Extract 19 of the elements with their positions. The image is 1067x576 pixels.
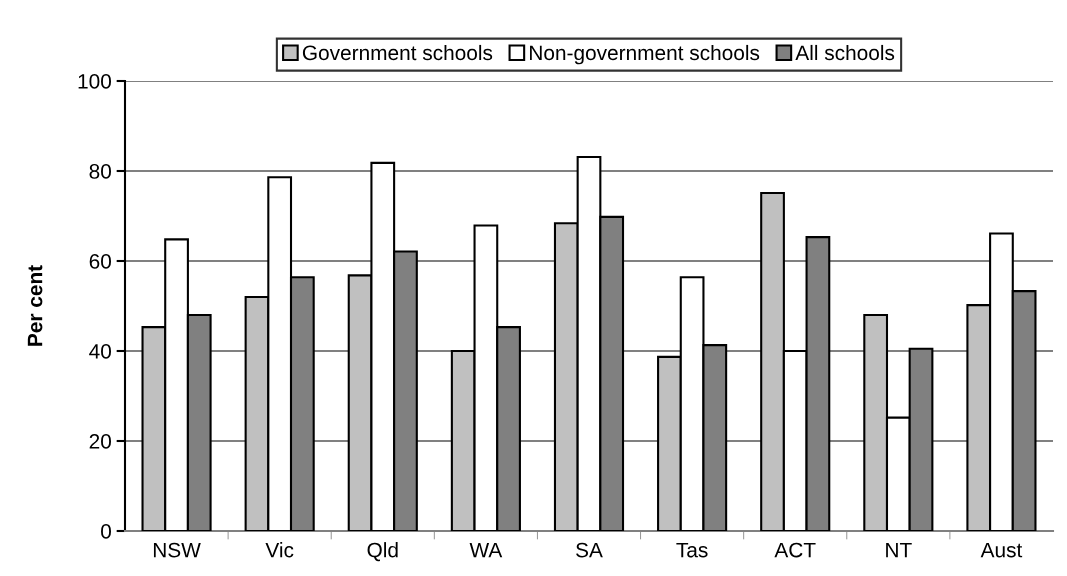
x-tick-label: SA	[576, 542, 603, 558]
x-tick-label: NSW	[153, 542, 201, 558]
legend-label: Non-government schools	[530, 44, 760, 65]
legend-label: Government schools	[302, 44, 493, 61]
y-tick-label: 60	[89, 254, 111, 269]
y-axis-title: Per cent	[27, 265, 43, 346]
x-tick-label: NT	[886, 542, 912, 558]
y-tick-label: 0	[101, 524, 111, 539]
x-tick-label: Aust	[980, 542, 1023, 558]
y-tick-label: 40	[89, 344, 111, 359]
y-tick-label: 80	[89, 164, 111, 179]
y-tick-label: 20	[89, 434, 111, 449]
x-tick-label: Qld	[367, 542, 398, 562]
x-tick-label: Tas	[676, 542, 708, 558]
y-tick-label: 100	[78, 74, 111, 89]
legend-label: All schools	[795, 44, 895, 61]
x-tick-label: WA	[469, 542, 503, 558]
x-tick-label: Vic	[265, 542, 294, 558]
x-tick-label: ACT	[774, 542, 816, 558]
